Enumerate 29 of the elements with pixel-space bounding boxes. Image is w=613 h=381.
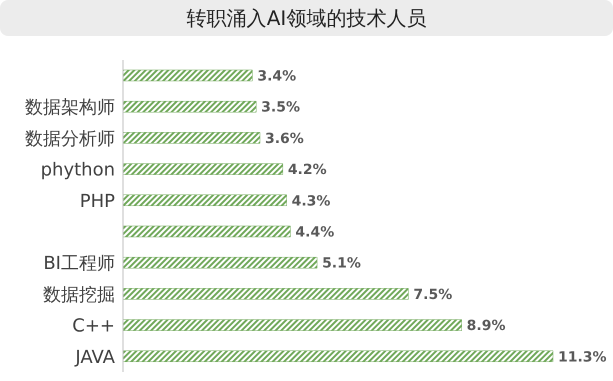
data-label: 3.6% [264,130,304,147]
data-label: 8.9% [466,318,506,334]
y-tick-label: PHP [80,190,116,212]
bar [122,163,284,175]
data-label: 4.4% [295,224,334,240]
data-label: 4.2% [288,162,327,178]
y-tick-label: BI工程师 [43,253,115,274]
y-tick-label: phython [40,160,115,181]
bar [122,319,462,331]
y-tick-label: 数据分析师 [25,128,115,150]
data-label: 5.1% [322,256,361,272]
bar [122,256,318,268]
data-label: 3.4% [257,68,296,84]
bar [122,194,287,206]
y-tick-label: JAVA [74,346,116,368]
bar [122,70,253,82]
bar [122,132,260,144]
chart-title: 转职涌入AI领域的技术人员 [0,0,613,36]
data-label: 11.3% [558,349,607,366]
data-label: 7.5% [413,286,452,303]
y-tick-label: 数据挖掘 [43,284,115,306]
data-label: 4.3% [292,193,330,210]
bar [122,350,554,362]
y-tick-label: 数据架构师 [25,97,115,118]
data-label: 3.5% [261,100,300,116]
bar [122,288,409,300]
bar [122,226,291,238]
y-tick-label: C++ [72,316,115,337]
bar [122,100,256,112]
